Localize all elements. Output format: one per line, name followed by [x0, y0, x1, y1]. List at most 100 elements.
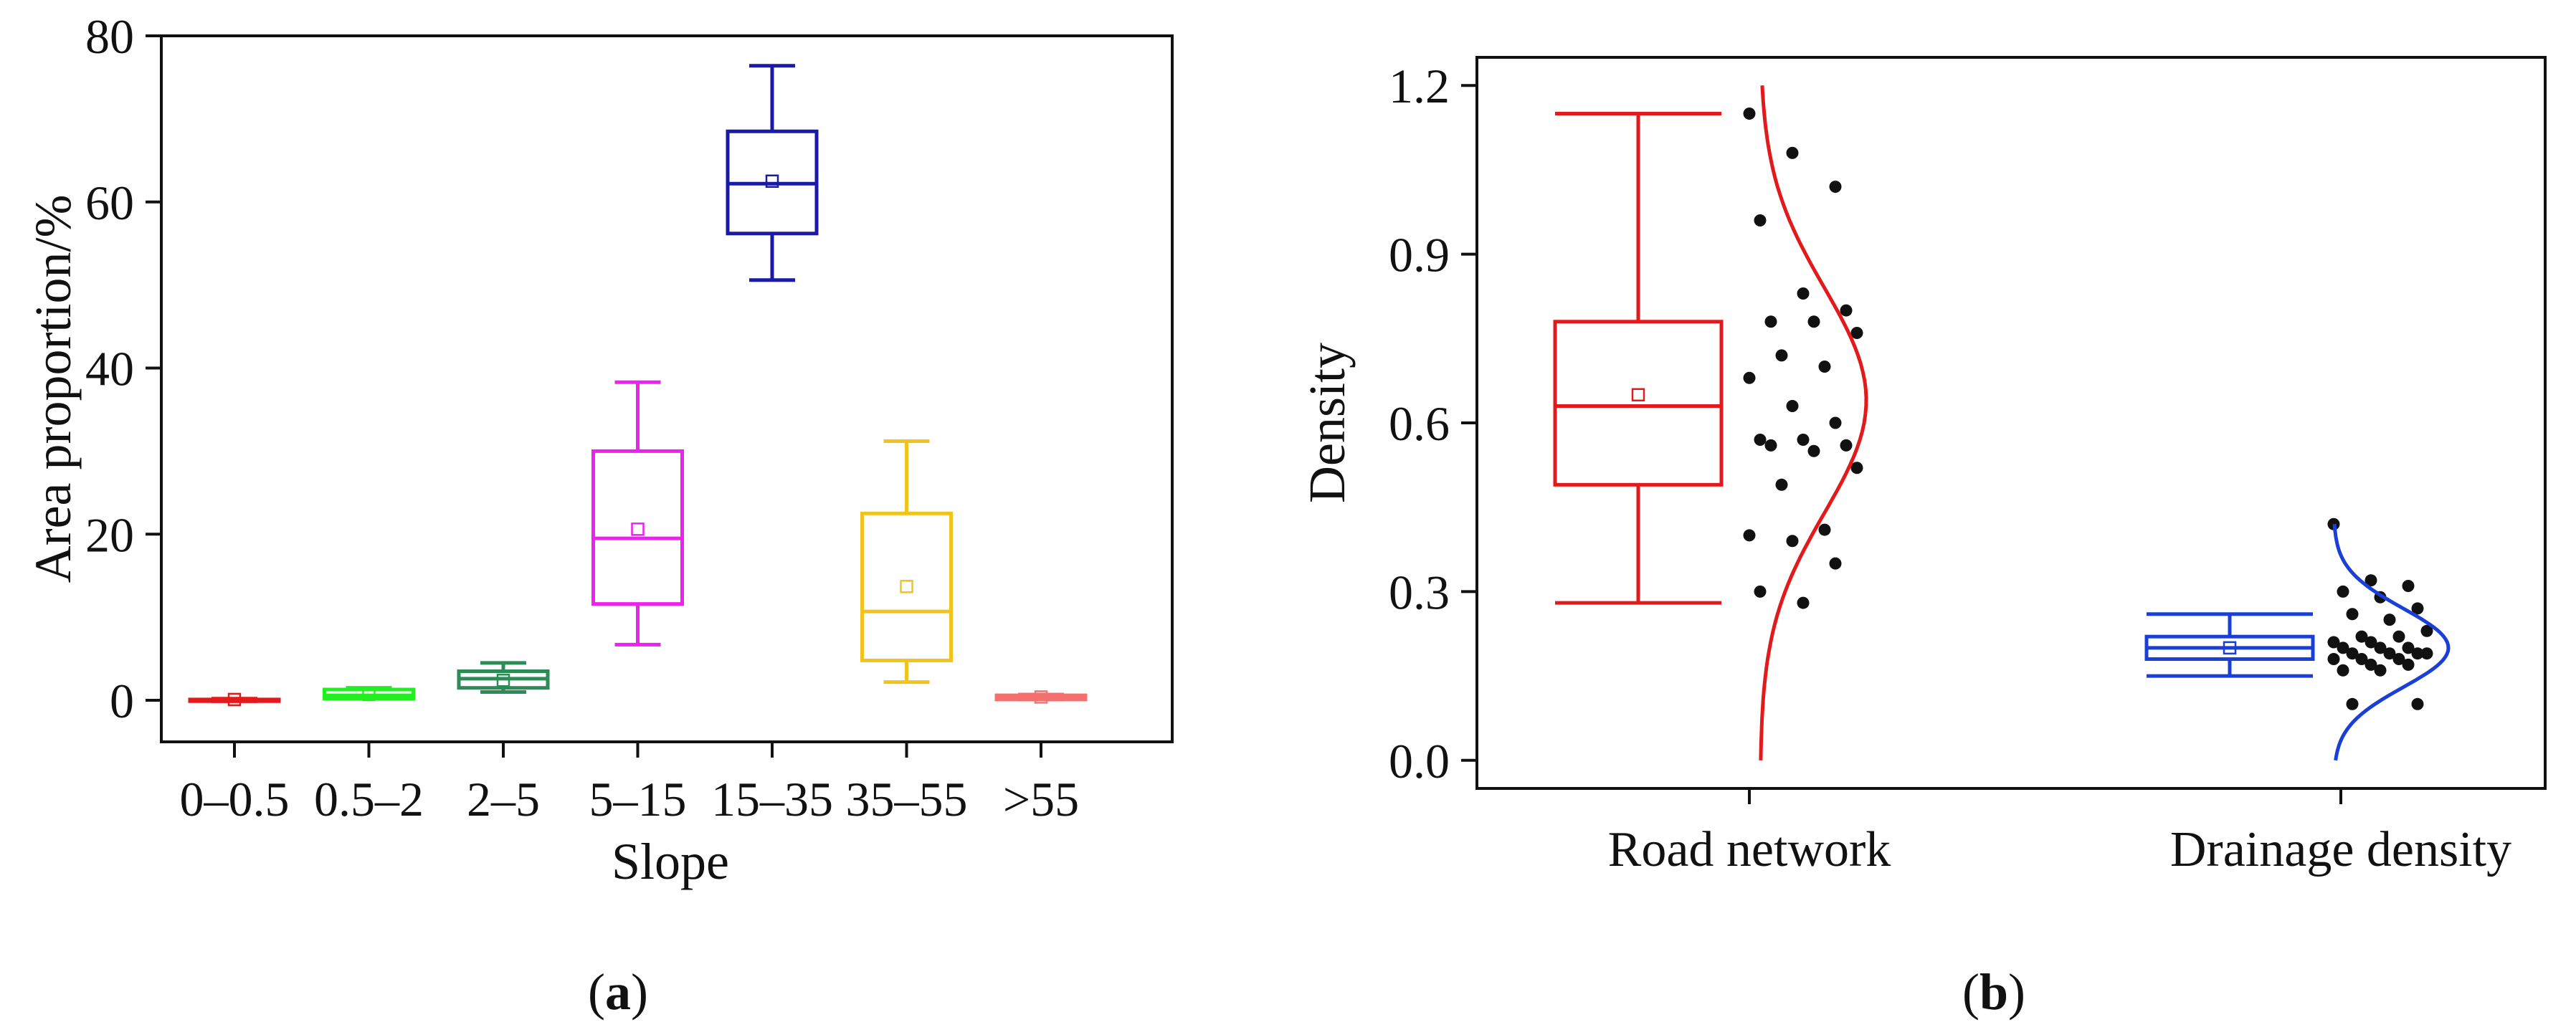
data-point [1743, 107, 1756, 120]
data-point [2392, 653, 2405, 666]
mean-marker [1631, 388, 1645, 402]
y-tick-label: 40 [85, 342, 134, 396]
panel-caption: (b) [1962, 963, 2025, 1021]
data-point [1754, 214, 1767, 227]
data-point [2374, 641, 2387, 654]
data-point [2355, 630, 2368, 643]
data-point [2337, 585, 2349, 598]
data-point [1829, 416, 1842, 429]
mean-marker [362, 687, 376, 702]
x-tick-label: 2–5 [467, 772, 540, 826]
y-axis-label: Density [1298, 343, 1356, 503]
data-point [1840, 439, 1853, 452]
x-axis: Road network Drainage density [1608, 788, 2511, 877]
box-plot [323, 686, 415, 702]
y-tick-label: 0 [110, 674, 134, 728]
box-plot [994, 690, 1088, 704]
y-tick-label: 0.3 [1389, 565, 1450, 619]
data-point [2383, 614, 2396, 626]
y-tick-label: 80 [85, 9, 134, 64]
data-point [2364, 658, 2377, 671]
y-tick-label: 0.0 [1389, 734, 1450, 788]
data-point [2346, 608, 2359, 621]
x-tick-label: Drainage density [2170, 822, 2511, 877]
box [1553, 320, 1724, 487]
data-point [2355, 653, 2368, 666]
distribution-curve [2332, 524, 2451, 761]
data-point [1754, 434, 1767, 447]
y-axis: 0.0 0.3 0.6 0.9 1.2 [1389, 59, 1477, 788]
data-point [2402, 658, 2415, 671]
data-point [2420, 647, 2433, 660]
y-tick-label: 0.9 [1389, 228, 1450, 282]
data-point [1850, 326, 1863, 339]
panel-caption-letter: a [605, 963, 631, 1021]
mean-marker [631, 523, 645, 536]
data-point [2383, 647, 2396, 660]
x-tick-label: 0–0.5 [180, 772, 290, 826]
y-tick-label: 60 [85, 176, 134, 230]
data-point [2392, 630, 2405, 643]
data-point [2411, 647, 2424, 660]
box-plot [726, 64, 819, 282]
panel-a: 0 20 40 60 80 0–0.5 0.5–2 2–5 5–15 15–35 35–55 >55… [24, 9, 1174, 1021]
data-point [1807, 315, 1820, 328]
data-point [1743, 529, 1756, 542]
box-plot [188, 692, 281, 707]
y-tick-label: 20 [85, 507, 134, 562]
data-point [1850, 462, 1863, 474]
data-point [2364, 636, 2377, 649]
y-tick-label: 1.2 [1389, 59, 1450, 113]
data-point [2346, 647, 2359, 660]
plot-frame [160, 34, 1174, 743]
data-point [1743, 371, 1756, 384]
data-point [1775, 478, 1788, 491]
data-point [1786, 146, 1799, 159]
box-plot [591, 380, 684, 647]
mean-marker [496, 673, 510, 687]
x-tick-label: 15–35 [711, 772, 833, 826]
data-points [2327, 518, 2433, 710]
mean-marker [765, 174, 779, 189]
y-axis-label: Area proportion/% [24, 195, 82, 583]
data-point [1797, 596, 1810, 609]
panel-caption: (a) [588, 963, 648, 1021]
data-point [2364, 574, 2377, 587]
data-point [1807, 444, 1820, 457]
data-point [2402, 641, 2415, 654]
distribution-curve [1759, 85, 1868, 760]
box-series [188, 64, 1088, 707]
data-point [1764, 315, 1777, 328]
data-point [1754, 585, 1767, 598]
box-plot [1553, 111, 1724, 605]
data-point [1764, 439, 1777, 452]
x-tick-label: 5–15 [589, 772, 687, 826]
x-tick-label: 0.5–2 [314, 772, 424, 826]
data-point [2327, 653, 2340, 666]
data-point [1797, 287, 1810, 300]
panel-b: 0.0 0.3 0.6 0.9 1.2 Road network Drainage den… [1298, 56, 2547, 1021]
box-plot [860, 439, 953, 685]
data-point [1775, 349, 1788, 362]
data-points [1743, 107, 1863, 609]
mean-marker [227, 692, 242, 707]
x-tick-label: 35–55 [846, 772, 968, 826]
data-point [1797, 434, 1810, 447]
box [860, 511, 953, 662]
mean-marker [1034, 690, 1048, 704]
data-point [2374, 664, 2387, 677]
data-point [2411, 602, 2424, 615]
x-axis: 0–0.5 0.5–2 2–5 5–15 15–35 35–55 >55 [180, 742, 1079, 826]
box-series [1553, 85, 2451, 761]
x-axis-label: Slope [612, 833, 729, 890]
y-axis: 0 20 40 60 80 [85, 9, 161, 728]
data-point [2402, 580, 2415, 593]
data-point [2337, 641, 2349, 654]
data-point [2346, 697, 2359, 710]
data-point [2337, 664, 2349, 677]
data-point [1818, 523, 1831, 536]
mean-marker [2223, 641, 2237, 655]
data-point [2327, 636, 2340, 649]
data-point [1840, 304, 1853, 317]
